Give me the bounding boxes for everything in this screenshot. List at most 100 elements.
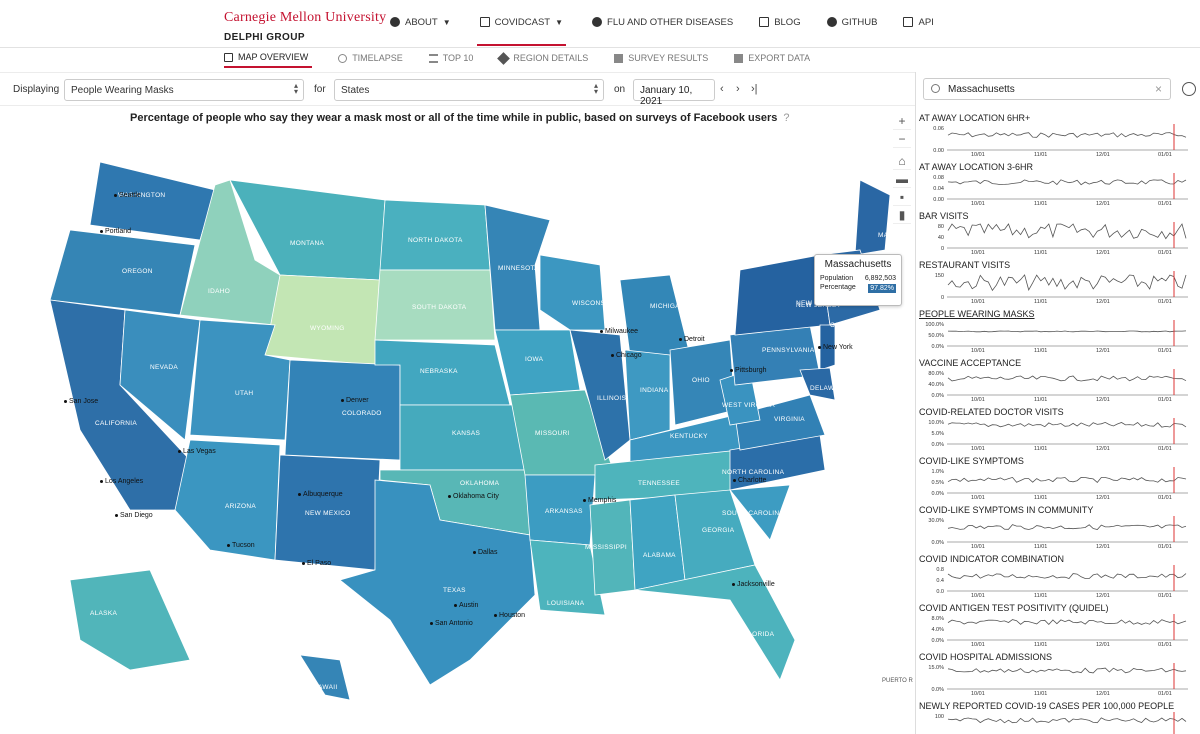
latest-date-button[interactable]: ›| — [751, 83, 758, 95]
sparkline-covid-indicator-combination[interactable]: COVID INDICATOR COMBINATION 0.8 0.4 0.0 10/0… — [916, 554, 1200, 603]
next-date-button[interactable]: › — [736, 83, 740, 95]
displaying-label: Displaying — [13, 84, 60, 95]
state-maine — [854, 179, 891, 256]
sparkline-xtick: 01/01 — [1158, 201, 1172, 207]
sparkline-xtick: 12/01 — [1096, 544, 1110, 550]
sparkline-trace — [947, 524, 1187, 530]
sparkline-xtick: 10/01 — [971, 299, 985, 305]
zoom-in-button[interactable]: + — [893, 112, 911, 130]
nav-flu[interactable]: FLU AND OTHER DISEASES — [592, 0, 733, 44]
state-indiana — [624, 349, 671, 441]
region-map-icon[interactable]: ▪ — [893, 188, 911, 206]
nav-github[interactable]: GITHUB — [826, 0, 877, 44]
city-el-paso: El Paso — [302, 560, 331, 567]
sparkline-xtick: 11/01 — [1034, 152, 1048, 158]
map-zoom-controls: + − ⌂ ▬ ▪ ▮ — [893, 112, 911, 224]
date-picker[interactable]: January 10, 2021 — [633, 79, 715, 107]
label-tennessee: TENNESSEE — [638, 480, 681, 487]
sparkline-covid-related-doctor-visits[interactable]: COVID-RELATED DOCTOR VISITS 10.0% 5.0% 0.0%… — [916, 407, 1200, 456]
state-nevada — [119, 309, 201, 441]
sparkline-at-away-location-3-6hr[interactable]: AT AWAY LOCATION 3-6HR 0.08 0.04 0.00 10/01 1… — [916, 162, 1200, 211]
sparkline-ytick: 4.0% — [931, 627, 944, 633]
tab-export-data[interactable]: EXPORT DATA — [734, 48, 810, 68]
signal-value: People Wearing Masks — [71, 85, 174, 96]
signal-select[interactable]: People Wearing Masks ▴ ▾ — [64, 79, 304, 101]
tab-survey-results[interactable]: SURVEY RESULTS — [614, 48, 708, 68]
sparkline-ytick: 0.0% — [931, 638, 944, 642]
sparkline-ytick: 0.00 — [933, 148, 944, 152]
tab-timelapse[interactable]: TIMELAPSE — [338, 48, 403, 68]
map-icon — [224, 52, 233, 62]
sparkline-covid-antigen-test-positivity-quidel-[interactable]: COVID ANTIGEN TEST POSITIVITY (QUIDEL) 8.… — [916, 603, 1200, 652]
university-name: Carnegie Mellon University — [224, 10, 387, 25]
nav-blog[interactable]: BLOG — [759, 0, 801, 44]
for-label: for — [314, 84, 326, 95]
clear-icon[interactable]: × — [1154, 82, 1162, 96]
signal-summary-icon[interactable] — [1182, 82, 1196, 96]
label-west-virginia: WEST VIRGINIA — [722, 402, 775, 409]
sparkline-vaccine-acceptance[interactable]: VACCINE ACCEPTANCE 80.0% 40.0% 0.0% 10/01 11/… — [916, 358, 1200, 407]
nav-about-label: ABOUT — [405, 16, 438, 28]
prev-date-button[interactable]: ‹ — [720, 83, 724, 95]
sparkline-xticks: 10/01 11/01 12/01 01/01 — [916, 299, 1200, 307]
city-detroit: Detroit — [679, 336, 705, 343]
zoom-out-button[interactable]: − — [893, 130, 911, 148]
chevron-down-icon: ▼ — [442, 17, 451, 27]
tab-region-details[interactable]: REGION DETAILS — [497, 48, 588, 68]
state-south-carolina — [729, 484, 791, 541]
us-map-icon[interactable]: ▬ — [893, 170, 911, 188]
sparkline-xtick: 10/01 — [971, 250, 985, 256]
help-icon[interactable]: ? — [783, 112, 790, 124]
sparkline-newly-reported-covid-19-cases-per-100-000-people[interactable]: NEWLY REPORTED COVID-19 CASES PER 100,00… — [916, 701, 1200, 734]
nav-api[interactable]: API — [903, 0, 934, 44]
sparkline-xtick: 11/01 — [1034, 299, 1048, 305]
sparkline-covid-like-symptoms-in-community[interactable]: COVID-LIKE SYMPTOMS IN COMMUNITY 30.0% 0.0… — [916, 505, 1200, 554]
bar-chart-icon[interactable]: ▮ — [893, 206, 911, 224]
label-louisiana: LOUISIANA — [547, 600, 585, 607]
city-charlotte: Charlotte — [733, 477, 766, 484]
sparkline-xtick: 11/01 — [1034, 201, 1048, 207]
sparkline-xtick: 11/01 — [1034, 691, 1048, 697]
home-button[interactable]: ⌂ — [893, 152, 911, 170]
sparkline-xtick: 12/01 — [1096, 495, 1110, 501]
puerto-rico-label: PUERTO R — [882, 678, 913, 684]
chevron-down-icon: ▼ — [555, 17, 564, 27]
brand-logo[interactable]: Carnegie Mellon University DELPHI GROUP — [224, 10, 386, 43]
sparkline-xticks: 10/01 11/01 12/01 01/01 — [916, 544, 1200, 552]
clock-icon — [338, 53, 348, 63]
city-new-york: New York — [818, 344, 853, 351]
group-name: DELPHI GROUP — [224, 32, 305, 43]
nav-blog-label: BLOG — [774, 16, 801, 28]
nav-covidcast[interactable]: COVIDCAST ▼ — [476, 0, 567, 46]
label-connecticut: CONNECTICUT — [830, 322, 881, 329]
sparkline-xtick: 01/01 — [1158, 299, 1172, 305]
state-alaska — [69, 569, 191, 671]
virus-icon — [592, 17, 603, 27]
sparkline-at-away-location-6hr-[interactable]: AT AWAY LOCATION 6HR+ 0.06 0.00 10/01 11/01 1… — [916, 113, 1200, 162]
label-oregon: OREGON — [122, 268, 153, 275]
sparkline-plot: 1.0% 0.5% 0.0% — [931, 467, 1188, 495]
tab-top-10[interactable]: TOP 10 — [428, 48, 473, 68]
tab-map-overview[interactable]: MAP OVERVIEW — [224, 48, 313, 68]
label-nevada: NEVADA — [150, 364, 179, 371]
sparkline-covid-like-symptoms[interactable]: COVID-LIKE SYMPTOMS 1.0% 0.5% 0.0% 10/01 11/0… — [916, 456, 1200, 505]
tab-label: MAP OVERVIEW — [238, 52, 309, 62]
nav-about[interactable]: ABOUT ▼ — [390, 0, 451, 44]
sparkline-title: AT AWAY LOCATION 3-6HR — [919, 162, 1034, 172]
sparkline-xticks: 10/01 11/01 12/01 01/01 — [916, 642, 1200, 650]
sparkline-trace — [947, 330, 1187, 333]
level-select[interactable]: States ▴ ▾ — [334, 79, 604, 101]
sparkline-covid-hospital-admissions[interactable]: COVID HOSPITAL ADMISSIONS 15.0% 0.0% 10/01 1… — [916, 652, 1200, 701]
sparkline-restaurant-visits[interactable]: RESTAURANT VISITS 150 0 10/01 11/01 12/01 01/0… — [916, 260, 1200, 309]
sparkline-xtick: 12/01 — [1096, 299, 1110, 305]
sparkline-xticks: 10/01 11/01 12/01 01/01 — [916, 348, 1200, 356]
sparkline-people-wearing-masks[interactable]: PEOPLE WEARING MASKS 100.0% 50.0% 0.0% 10/01… — [916, 309, 1200, 358]
label-idaho: IDAHO — [208, 288, 231, 295]
sparkline-trace — [947, 619, 1187, 625]
region-search-input[interactable]: Massachusetts × — [923, 78, 1171, 100]
label-georgia: GEORGIA — [702, 527, 735, 534]
label-illinois: ILLINOIS — [597, 395, 627, 402]
sparkline-xtick: 12/01 — [1096, 691, 1110, 697]
sparkline-bar-visits[interactable]: BAR VISITS 80 40 0 10/01 11/01 12/01 01/01 — [916, 211, 1200, 260]
us-choropleth-map[interactable]: WASHINGTON OREGON IDAHO MONTANA WYOMING … — [30, 140, 920, 710]
